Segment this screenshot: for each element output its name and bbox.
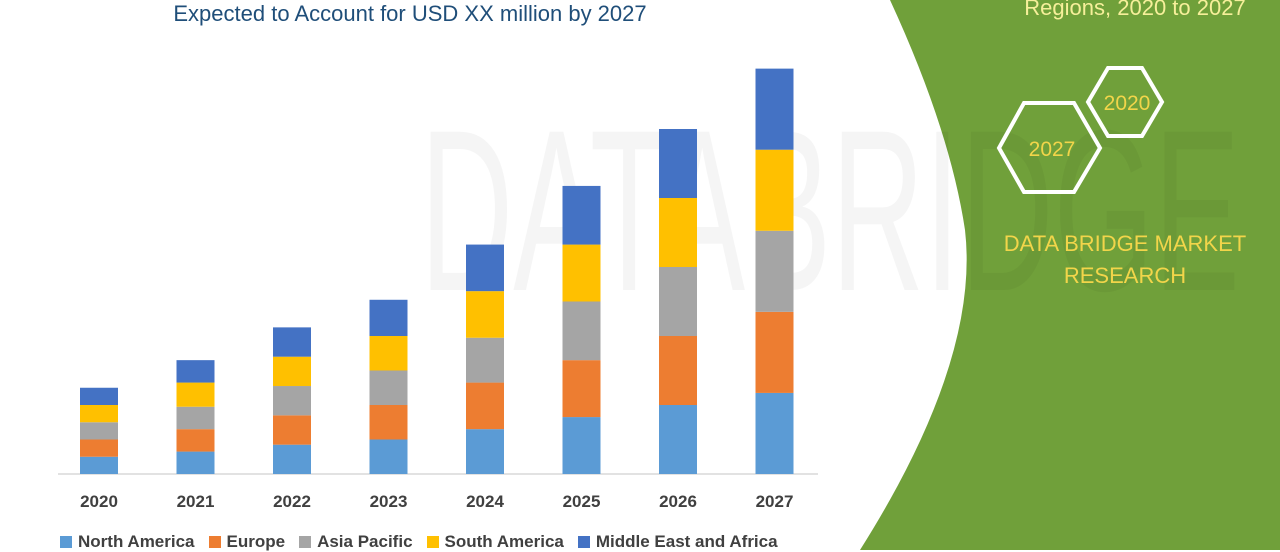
bar-2025-europe [562,360,601,418]
legend-swatch [299,536,312,548]
bar-2025-south-america [562,244,601,302]
bar-2025-asia-pacific [562,301,601,361]
legend-swatch [426,536,439,548]
watermark: DATABRIDGE [420,82,1240,339]
bar-2027-north-america [755,392,794,474]
legend-swatch [208,536,221,548]
bar-2027-south-america [755,149,794,231]
x-tick-2024: 2024 [466,492,504,511]
brand-panel [860,0,1280,550]
bar-2021-south-america [176,382,215,407]
bar-2021-asia-pacific [176,406,215,430]
bar-2020-europe [80,439,118,457]
legend-item: Europe [208,532,286,552]
brand-name-line2: RESEARCH [1063,263,1187,288]
x-tick-2021: 2021 [177,492,215,511]
chart-title: Expected to Account for USD XX million b… [173,1,647,26]
legend-label: Asia Pacific [317,532,413,551]
bar-2027-asia-pacific [755,230,794,312]
legend-item: Middle East and Africa [577,532,778,552]
x-tick-2025: 2025 [563,492,601,511]
legend: North America Europe Asia Pacific South Ame… [60,532,778,552]
legend-swatch [60,536,72,548]
legend-item: South America [426,532,564,552]
top-right-text: Regions, 2020 to 2027 [1024,0,1246,20]
bar-2021-north-america [176,451,215,474]
bar-2023-europe [369,405,408,440]
bar-2024-asia-pacific [466,337,504,383]
bar-2020-south-america [80,405,118,423]
hexagon-2027 [996,101,1103,194]
bars-group [80,68,794,474]
bar-2022-south-america [273,356,311,387]
bar-2024-north-america [466,429,504,474]
hexagon-label-2020: 2020 [1104,92,1151,115]
bar-2023-asia-pacific [369,370,408,405]
bar-2024-europe [466,382,504,430]
bar-2022-middle-east-and-africa [273,327,311,357]
x-ticks-group: 2020 2021 2022 2023 2024 2025 2026 2027 [80,492,793,511]
hexagon-2020 [1085,66,1165,138]
bar-2025-middle-east-and-africa [562,185,601,245]
bar-2024-middle-east-and-africa [466,244,504,292]
bar-2024-south-america [466,291,504,338]
bar-2027-europe [755,311,794,393]
x-tick-2020: 2020 [80,492,118,511]
bar-2021-middle-east-and-africa [176,360,215,383]
bar-2020-north-america [80,456,118,474]
bar-2027-middle-east-and-africa [755,68,794,150]
bar-2026-south-america [659,198,697,267]
bar-2020-asia-pacific [80,422,118,440]
hexagon-label-2027: 2027 [1029,138,1076,161]
x-tick-2022: 2022 [273,492,311,511]
bar-2026-europe [659,336,697,405]
bar-2022-asia-pacific [273,386,311,416]
legend-swatch [577,536,590,548]
bar-2022-europe [273,415,311,445]
legend-item: North America [60,532,195,552]
x-tick-2023: 2023 [370,492,408,511]
bar-2026-north-america [659,405,697,474]
legend-label: South America [444,532,564,551]
x-tick-2026: 2026 [659,492,697,511]
bar-2023-south-america [369,336,408,371]
x-tick-2027: 2027 [756,492,794,511]
bar-2023-middle-east-and-africa [369,299,408,336]
legend-item: Asia Pacific [299,532,413,552]
bar-2026-middle-east-and-africa [659,129,697,198]
legend-label: North America [78,532,195,551]
legend-label: Europe [226,532,286,551]
bar-2026-asia-pacific [659,267,697,336]
brand-name-line1: DATA BRIDGE MARKET [1003,231,1247,256]
bar-2020-middle-east-and-africa [80,387,118,405]
brand-name: DATA BRIDGE MARKET RESEARCH [980,228,1270,292]
bar-2023-north-america [369,439,408,474]
bar-2025-north-america [562,417,601,474]
bar-2021-europe [176,429,215,452]
legend-label: Middle East and Africa [595,532,778,551]
bar-2022-north-america [273,444,311,474]
